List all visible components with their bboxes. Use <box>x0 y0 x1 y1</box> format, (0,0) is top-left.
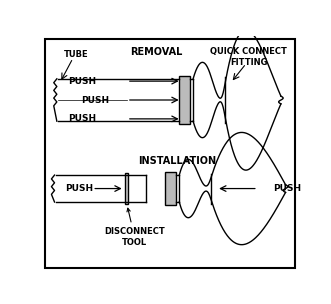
Text: REMOVAL: REMOVAL <box>130 47 182 57</box>
Text: PUSH: PUSH <box>68 77 96 86</box>
Text: PUSH: PUSH <box>68 114 96 123</box>
Text: DISCONNECT
TOOL: DISCONNECT TOOL <box>104 208 165 247</box>
Text: PUSH: PUSH <box>273 184 301 193</box>
Text: INSTALLATION: INSTALLATION <box>138 156 216 166</box>
Text: PUSH: PUSH <box>65 184 93 193</box>
Bar <box>125 173 128 204</box>
Text: QUICK CONNECT
FITTING: QUICK CONNECT FITTING <box>210 47 287 67</box>
Text: TUBE: TUBE <box>64 50 88 59</box>
Bar <box>179 76 190 124</box>
Text: PUSH: PUSH <box>81 95 109 105</box>
Bar <box>166 172 176 205</box>
